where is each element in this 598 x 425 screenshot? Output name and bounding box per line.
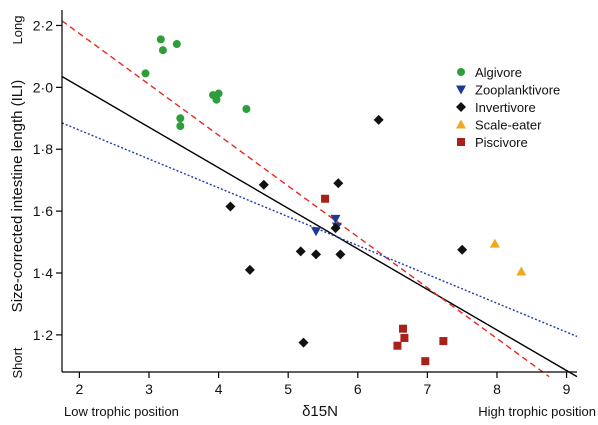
data-point-scale-eater bbox=[516, 266, 527, 276]
data-point-invertivore bbox=[457, 244, 468, 255]
data-point-invertivore bbox=[373, 114, 384, 125]
data-point-algivore bbox=[242, 105, 251, 114]
data-point-algivore bbox=[214, 89, 223, 98]
data-point-piscivore bbox=[439, 337, 448, 346]
data-point-invertivore bbox=[311, 249, 322, 260]
data-point-invertivore bbox=[333, 178, 344, 189]
y-axis-long-label: Long bbox=[10, 16, 25, 45]
data-point-piscivore bbox=[393, 341, 402, 350]
y-tick-label: 2·2 bbox=[33, 17, 53, 33]
y-tick-label: 1·6 bbox=[33, 203, 53, 219]
y-tick-label: 1·2 bbox=[33, 327, 53, 343]
x-tick-label: 9 bbox=[563, 381, 571, 397]
x-tick-label: 4 bbox=[215, 381, 223, 397]
y-axis-title: Size-corrected intestine length (ILI) bbox=[9, 80, 26, 313]
data-point-invertivore bbox=[295, 246, 306, 257]
data-point-zooplanktivore bbox=[311, 227, 322, 237]
x-axis-low-label: Low trophic position bbox=[64, 404, 179, 419]
x-tick-label: 3 bbox=[145, 381, 153, 397]
x-tick-label: 2 bbox=[76, 381, 84, 397]
data-point-invertivore bbox=[225, 201, 236, 212]
y-tick-label: 1·8 bbox=[33, 141, 53, 157]
x-tick-label: 7 bbox=[423, 381, 431, 397]
x-tick-label: 5 bbox=[284, 381, 292, 397]
data-point-invertivore bbox=[258, 179, 269, 190]
legend-marker bbox=[457, 138, 465, 146]
data-point-piscivore bbox=[399, 324, 408, 333]
y-axis-short-label: Short bbox=[10, 347, 25, 378]
data-point-algivore bbox=[156, 35, 165, 44]
data-point-algivore bbox=[172, 40, 181, 49]
legend-label: Invertivore bbox=[475, 100, 536, 115]
data-point-piscivore bbox=[321, 194, 330, 203]
regression-line-dotted bbox=[61, 122, 578, 338]
regression-line-solid bbox=[61, 75, 578, 378]
legend-marker bbox=[456, 85, 466, 95]
regression-lines bbox=[61, 20, 578, 378]
data-point-zooplanktivore bbox=[330, 214, 341, 224]
data-point-piscivore bbox=[400, 333, 409, 342]
x-tick-label: 6 bbox=[354, 381, 362, 397]
legend-marker bbox=[457, 68, 465, 76]
legend: Algivore Zooplanktivore Invertivore Scale-e… bbox=[456, 65, 560, 150]
data-point-piscivore bbox=[421, 357, 430, 366]
legend-label: Algivore bbox=[475, 65, 522, 80]
data-point-invertivore bbox=[330, 223, 341, 234]
data-point-algivore bbox=[212, 95, 221, 104]
data-point-scale-eater bbox=[489, 238, 500, 248]
x-tick-label: 8 bbox=[493, 381, 501, 397]
legend-marker bbox=[456, 119, 466, 129]
data-point-algivore bbox=[158, 46, 167, 55]
legend-label: Zooplanktivore bbox=[475, 83, 560, 98]
data-point-invertivore bbox=[335, 249, 346, 260]
x-axis-title: δ15N bbox=[302, 403, 338, 420]
data-point-algivore bbox=[176, 114, 185, 123]
data-point-algivore bbox=[176, 122, 185, 131]
x-axis-high-label: High trophic position bbox=[478, 404, 596, 419]
legend-marker bbox=[456, 102, 466, 112]
regression-line-dashed bbox=[61, 20, 550, 378]
y-tick-label: 1·4 bbox=[33, 265, 53, 281]
data-point-invertivore bbox=[298, 337, 309, 348]
data-point-invertivore bbox=[244, 264, 255, 275]
axes: 2 3 4 5 6 7 8 9 1·2 1·4 1·6 1·8 2·0 2·2 bbox=[33, 10, 577, 397]
data-points bbox=[141, 35, 527, 366]
y-tick-label: 2·0 bbox=[33, 79, 53, 95]
legend-label: Scale-eater bbox=[475, 118, 542, 133]
data-point-algivore bbox=[141, 69, 150, 78]
legend-label: Piscivore bbox=[475, 135, 528, 150]
